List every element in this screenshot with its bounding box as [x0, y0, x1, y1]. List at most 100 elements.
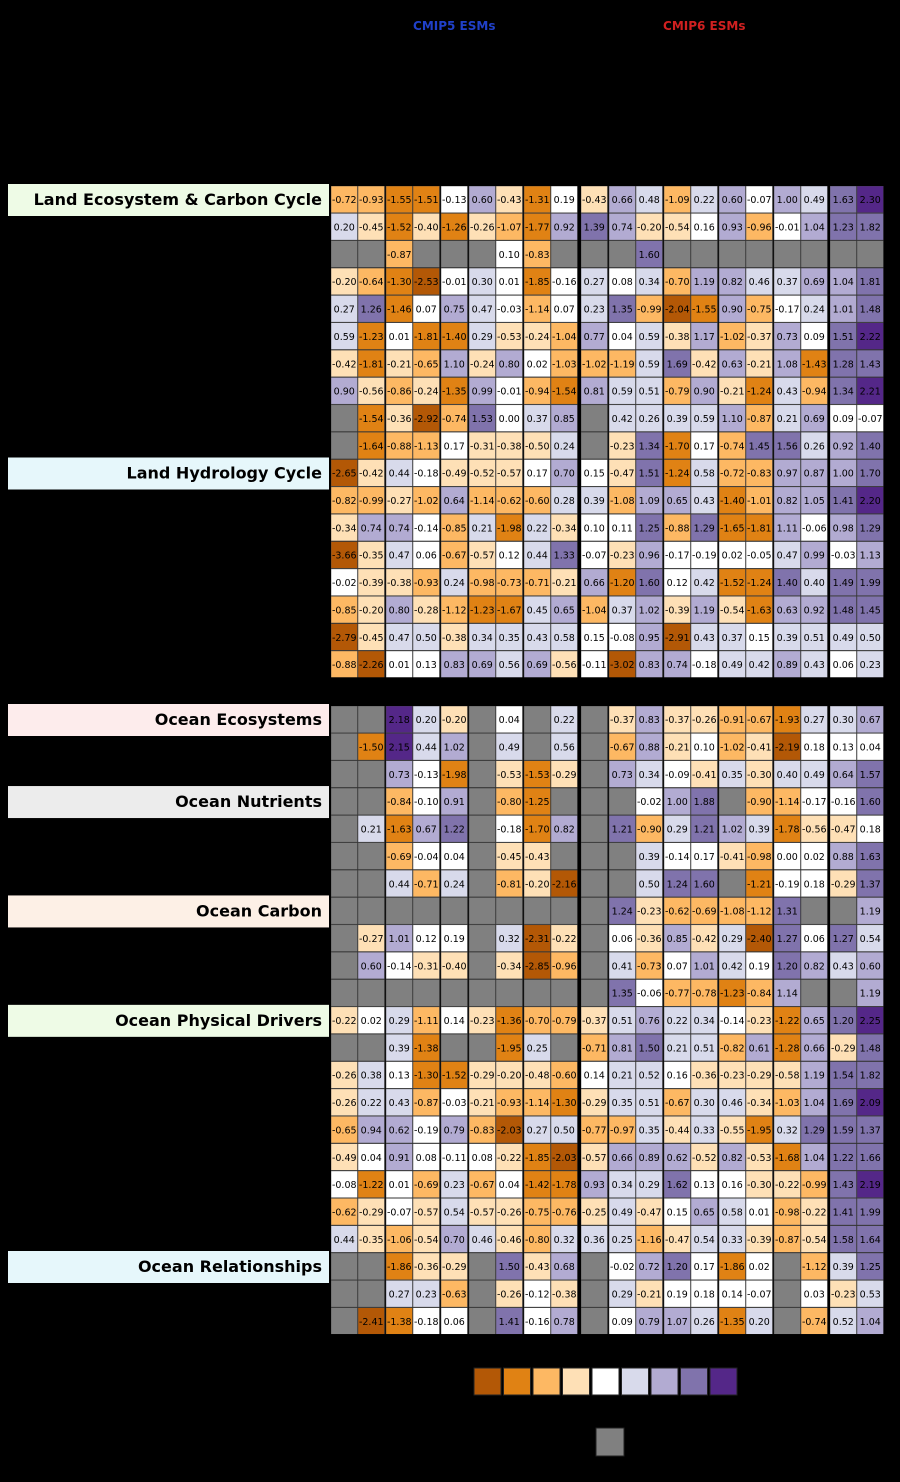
heatmap-cell [829, 705, 857, 733]
cell-value-label: 0.23 [416, 1290, 437, 1301]
heatmap-cell [357, 295, 385, 323]
cell-value-label: -0.87 [747, 414, 772, 425]
heatmap-cell [745, 1198, 773, 1226]
heatmap-cell [495, 404, 523, 432]
cell-value-label: 0.26 [804, 441, 825, 452]
cell-value-label: 1.19 [694, 605, 715, 616]
cell-value-label: 1.99 [860, 1207, 881, 1218]
heatmap-cell [635, 869, 663, 898]
heatmap-cell [800, 1170, 828, 1198]
heatmap-cell [856, 760, 884, 788]
cell-value-label: -0.30 [747, 1180, 772, 1191]
cell-value-label: -1.24 [747, 387, 772, 398]
cell-value-label: 0.79 [639, 1317, 660, 1328]
cell-value-label: 0.24 [444, 578, 465, 589]
heatmap-cell [718, 596, 746, 624]
cell-value-label: -0.34 [747, 1098, 772, 1109]
heatmap-cell [495, 513, 523, 542]
cell-value-label: -0.60 [552, 1071, 577, 1082]
heatmap-cell [550, 541, 578, 569]
cell-value-label: 1.60 [860, 797, 881, 808]
heatmap-cell [468, 842, 496, 870]
cell-value-label: -0.20 [442, 715, 467, 726]
color-legend [473, 1367, 738, 1457]
cell-value-label: -1.50 [359, 743, 384, 754]
cell-value-label: -0.11 [582, 660, 607, 671]
heatmap-cell [550, 295, 578, 323]
cell-value-label: -0.83 [470, 1125, 495, 1136]
cell-value-label: 0.33 [722, 1235, 743, 1246]
heatmap-cell [495, 924, 523, 952]
heatmap-cell [580, 213, 608, 241]
heatmap-cell [330, 486, 358, 514]
cell-value-label: -0.86 [387, 387, 412, 398]
heatmap-cell [385, 431, 413, 460]
heatmap-cell [385, 760, 413, 788]
heatmap-cell [829, 787, 857, 816]
cell-value-label: -0.13 [414, 770, 439, 781]
heatmap-cell [745, 267, 773, 296]
cell-value-label: -1.70 [525, 825, 550, 836]
heatmap-cell [718, 1252, 746, 1280]
heatmap-cell [829, 979, 857, 1007]
heatmap-cell [856, 924, 884, 952]
cell-value-label: 0.70 [444, 1235, 465, 1246]
heatmap-cell [856, 1225, 884, 1253]
heatmap-cell [608, 924, 636, 952]
cell-value-label: -0.20 [637, 223, 662, 234]
heatmap-cell [608, 1033, 636, 1062]
cell-value-label: -0.93 [359, 195, 384, 206]
heatmap-cell [718, 185, 746, 213]
heatmap-cell [550, 1006, 578, 1034]
cell-value-label: 0.08 [612, 277, 633, 288]
heatmap-cell [856, 213, 884, 241]
heatmap-cell [550, 1088, 578, 1116]
cell-value-label: -2.65 [332, 469, 357, 480]
section-label: Ocean Carbon [196, 901, 322, 920]
heatmap-cell [357, 650, 385, 678]
section-label-box [8, 704, 330, 736]
heatmap-cell [330, 1061, 358, 1089]
cell-value-label: -0.23 [720, 1071, 745, 1082]
heatmap-cell [663, 1033, 691, 1062]
cell-value-label: 0.59 [612, 387, 633, 398]
heatmap-cell [773, 185, 801, 213]
heatmap-cell [495, 1170, 523, 1198]
cell-value-label: 0.35 [639, 1125, 660, 1136]
heatmap-cell [412, 951, 440, 980]
heatmap-cell [580, 513, 608, 542]
cell-value-label: 1.02 [722, 825, 743, 836]
column-group-titles: CMIP5 ESMs CMIP6 ESMs [413, 19, 745, 33]
heatmap-cell [495, 295, 523, 323]
cell-value-label: -0.39 [747, 1235, 772, 1246]
heatmap-cell [608, 951, 636, 980]
cell-value-label: -0.74 [442, 414, 467, 425]
cell-value-label: 0.08 [472, 1153, 493, 1164]
heatmap-cell [357, 349, 385, 378]
cell-value-label: -0.99 [359, 496, 384, 507]
heatmap-cell [745, 349, 773, 378]
cell-value-label: 0.12 [667, 578, 688, 589]
cell-value-label: 0.08 [416, 1153, 437, 1164]
heatmap-cell [635, 1006, 663, 1034]
cell-value-label: 0.88 [639, 743, 660, 754]
heatmap-cell [690, 404, 718, 432]
cell-value-label: 1.60 [639, 250, 660, 261]
heatmap-cell [663, 295, 691, 323]
legend-swatch [532, 1367, 561, 1396]
heatmap-cell [829, 1088, 857, 1116]
heatmap-cell [690, 842, 718, 870]
cell-value-label: -0.47 [665, 1235, 690, 1246]
heatmap-cell [663, 760, 691, 788]
cell-value-label: 2.09 [860, 1098, 881, 1109]
heatmap-cell [635, 760, 663, 788]
heatmap-cell [412, 541, 440, 569]
cell-value-label: 0.43 [804, 660, 825, 671]
heatmap-cell [523, 404, 551, 432]
heatmap-cell [745, 431, 773, 460]
heatmap-cell [330, 1006, 358, 1034]
heatmap-cell [523, 760, 551, 788]
cell-value-label: -0.14 [665, 852, 690, 863]
heatmap-cell [412, 213, 440, 241]
cell-value-label: 0.17 [694, 852, 715, 863]
